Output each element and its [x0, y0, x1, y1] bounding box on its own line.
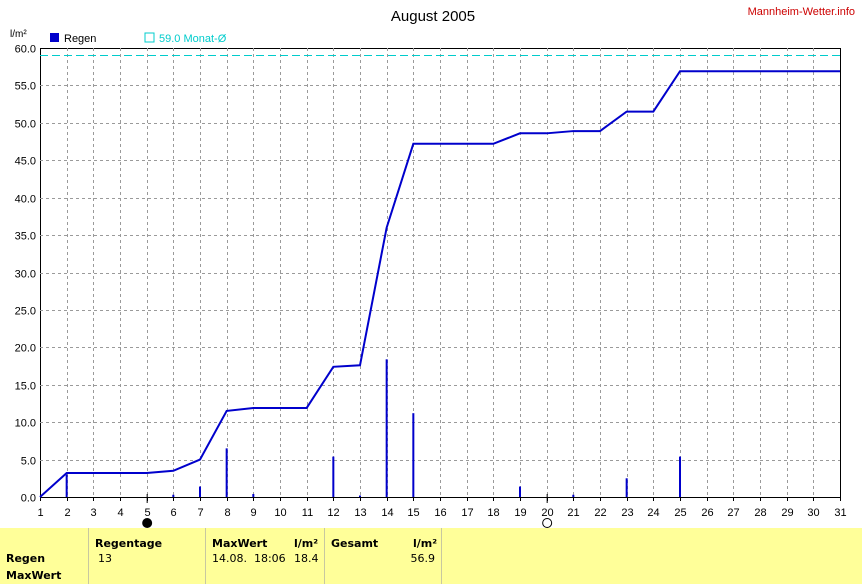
x-tick-label: 8 — [224, 507, 230, 519]
x-tick-label: 27 — [727, 507, 739, 519]
x-tick-label: 2 — [64, 507, 70, 519]
maxwert-header: MaxWert — [212, 537, 268, 550]
x-tick-label: 6 — [170, 507, 176, 519]
y-tick-label: 15.0 — [15, 381, 36, 393]
rain-bar-day-23 — [625, 478, 628, 497]
maxwert-unit-header: l/m² — [294, 537, 319, 550]
legend: Regen 59.0 Monat-Ø — [50, 32, 227, 45]
legend-regen-label: Regen — [64, 33, 96, 45]
moon-phase-markers — [142, 494, 553, 528]
x-tick-label: 23 — [621, 507, 633, 519]
cumulative-rain-line — [39, 70, 840, 498]
rain-bar-day-9 — [252, 494, 255, 497]
gesamt-header: Gesamt — [331, 537, 379, 550]
x-tick-label: 17 — [461, 507, 473, 519]
x-tick-label: 9 — [250, 507, 256, 519]
rain-bar-day-6 — [172, 494, 175, 497]
y-tick-label: 20.0 — [15, 343, 36, 355]
x-tick-label: 15 — [407, 507, 419, 519]
x-tick-label: 3 — [90, 507, 96, 519]
maxwert-date: 14.08. 18:06 — [212, 552, 286, 565]
y-tick-label: 40.0 — [15, 194, 36, 206]
y-tick-label: 60.0 — [15, 44, 36, 56]
chart-title: August 2005 — [391, 8, 475, 25]
y-axis: 0.0 5.0 10.0 15.0 20.0 25.0 30.0 35.0 40.0 45.0 50… — [15, 44, 36, 505]
x-tick-label: 22 — [594, 507, 606, 519]
x-tick-label: 5 — [144, 507, 150, 519]
full-moon-icon — [142, 518, 153, 528]
rain-bar-day-15 — [412, 413, 415, 497]
x-tick-label: 1 — [37, 507, 43, 519]
rain-bar-day-2 — [65, 474, 68, 497]
x-axis: 1 2 3 4 5 6 7 8 9 10 11 12 13 14 15 16 17 18 19 20 21 22 23 24 2… — [37, 497, 847, 519]
y-axis-unit-label: l/m² — [10, 29, 27, 40]
regentage-value: 13 — [98, 552, 112, 565]
rain-bar-day-13 — [359, 495, 361, 497]
legend-average-swatch — [144, 32, 155, 43]
rain-bar-day-14 — [385, 359, 388, 497]
legend-regen-swatch — [50, 33, 59, 42]
rain-chart: August 2005 Mannheim-Wetter.info l/m² Re… — [10, 6, 855, 528]
x-tick-label: 25 — [674, 507, 686, 519]
y-tick-label: 50.0 — [15, 119, 36, 131]
y-tick-label: 0.0 — [21, 493, 36, 505]
x-tick-label: 11 — [302, 507, 313, 519]
x-tick-label: 10 — [274, 507, 286, 519]
x-tick-label: 29 — [781, 507, 793, 519]
regentage-header: Regentage — [95, 537, 163, 550]
y-tick-label: 45.0 — [15, 156, 36, 168]
x-tick-label: 12 — [327, 507, 339, 519]
summary-panel: Regen MaxWert Regentage 13 MaxWert l/m² … — [0, 528, 862, 584]
rain-bar-day-12 — [332, 456, 335, 497]
x-tick-label: 7 — [197, 507, 203, 519]
x-tick-label: 21 — [567, 507, 579, 519]
gesamt-unit-header: l/m² — [413, 537, 438, 550]
y-tick-label: 25.0 — [15, 306, 36, 318]
rain-bar-day-25 — [679, 456, 681, 497]
y-tick-label: 55.0 — [15, 81, 36, 93]
maxwert-value: 18.4 — [294, 552, 319, 565]
x-tick-label: 30 — [807, 507, 819, 519]
x-tick-label: 31 — [834, 507, 846, 519]
rain-bar-day-8 — [225, 448, 228, 497]
summary-maxwert: MaxWert l/m² 14.08. 18:06 18.4 — [206, 528, 325, 584]
x-tick-label: 28 — [754, 507, 766, 519]
new-moon-icon — [542, 518, 553, 528]
y-tick-label: 35.0 — [15, 231, 36, 243]
rain-bars — [65, 359, 681, 497]
gesamt-value: 56.9 — [410, 552, 436, 565]
x-tick-label: 14 — [381, 507, 393, 519]
x-tick-label: 20 — [541, 507, 553, 519]
y-tick-label: 30.0 — [15, 269, 36, 281]
row-label-regen: Regen — [6, 552, 46, 565]
summary-regentage: Regentage 13 — [89, 528, 206, 584]
rain-bar-day-19 — [519, 486, 521, 497]
row-label-maxwert: MaxWert — [6, 569, 62, 582]
x-tick-label: 16 — [434, 507, 446, 519]
x-tick-label: 18 — [487, 507, 499, 519]
x-tick-label: 26 — [701, 507, 713, 519]
x-tick-label: 24 — [647, 507, 659, 519]
y-tick-label: 5.0 — [21, 456, 36, 468]
summary-row-labels: Regen MaxWert — [0, 528, 89, 584]
x-tick-label: 13 — [354, 507, 366, 519]
rain-bar-day-21 — [572, 494, 575, 497]
summary-gesamt: Gesamt l/m² 56.9 — [325, 528, 442, 584]
site-link[interactable]: Mannheim-Wetter.info — [748, 6, 855, 18]
y-tick-label: 10.0 — [15, 418, 36, 430]
legend-average-label: 59.0 Monat-Ø — [159, 33, 227, 45]
x-tick-label: 4 — [117, 507, 123, 519]
x-tick-label: 19 — [514, 507, 526, 519]
rain-bar-day-7 — [199, 486, 201, 497]
